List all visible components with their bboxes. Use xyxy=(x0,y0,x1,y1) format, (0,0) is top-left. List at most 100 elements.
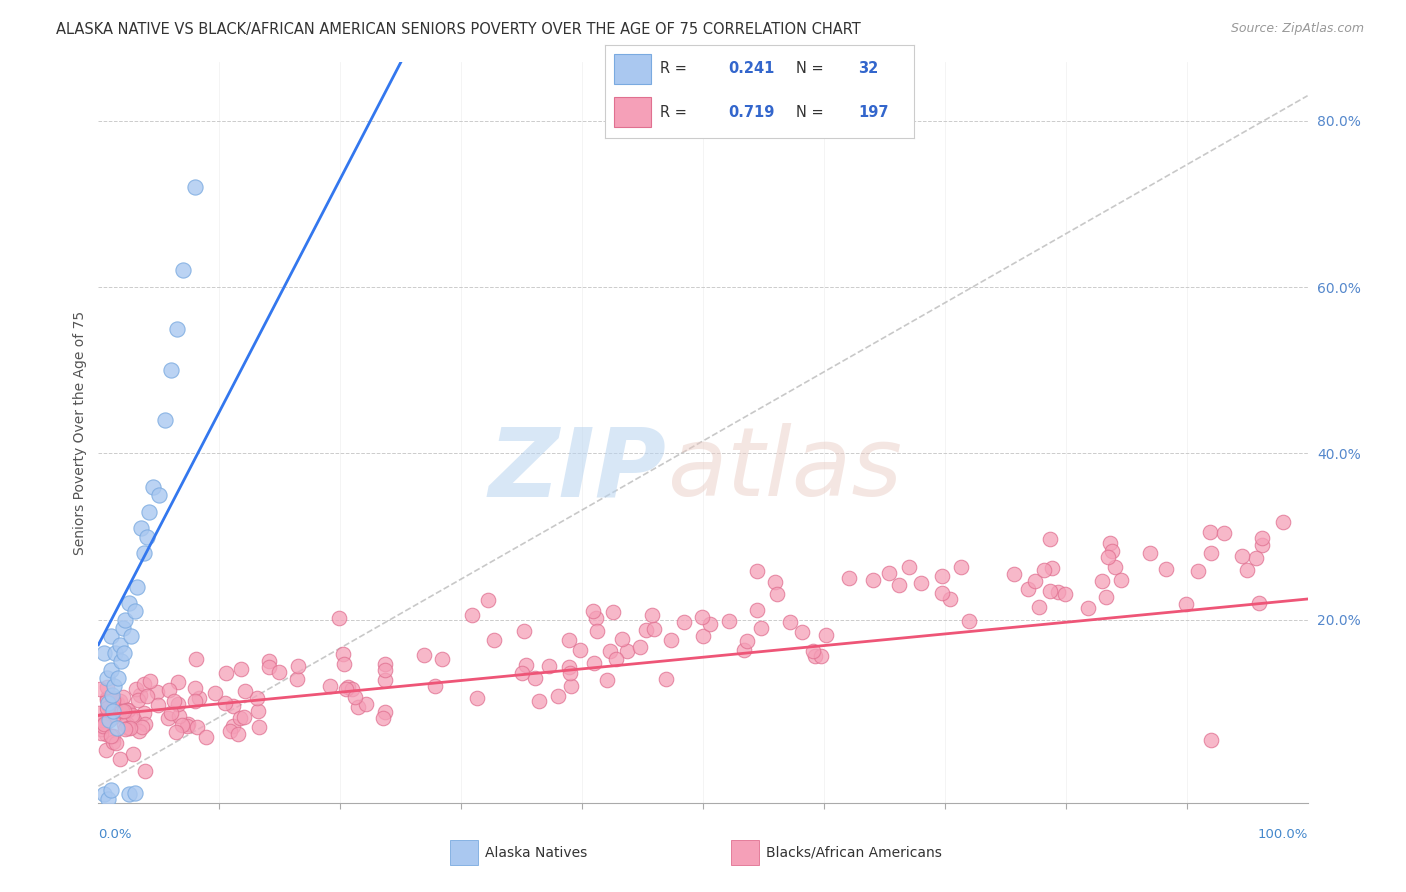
Point xyxy=(460,607,482,622)
Point xyxy=(249,720,271,734)
Point xyxy=(838,571,860,585)
Point xyxy=(1017,582,1039,596)
Point xyxy=(184,681,207,695)
Point xyxy=(166,321,188,335)
Point xyxy=(118,788,141,802)
Point xyxy=(1101,543,1123,558)
Point xyxy=(779,615,801,629)
Point xyxy=(747,564,769,578)
Point xyxy=(153,413,176,427)
Point xyxy=(1109,574,1132,588)
Point xyxy=(146,684,169,698)
Point xyxy=(801,644,824,658)
Point xyxy=(89,706,111,720)
Point xyxy=(222,699,245,714)
Point xyxy=(129,521,152,535)
Point xyxy=(139,673,162,688)
Point xyxy=(93,788,115,802)
Point xyxy=(1198,524,1220,539)
Point xyxy=(1040,561,1063,575)
Point xyxy=(751,621,773,635)
Point xyxy=(118,596,141,610)
Point xyxy=(233,683,256,698)
Point xyxy=(90,713,112,727)
Text: R =: R = xyxy=(661,104,692,120)
Point xyxy=(1033,563,1056,577)
Text: R =: R = xyxy=(661,62,692,77)
Point xyxy=(100,663,122,677)
Point xyxy=(333,657,356,672)
Point xyxy=(93,716,115,731)
Point xyxy=(121,747,143,761)
Point xyxy=(167,698,190,712)
Point xyxy=(94,727,117,741)
Point xyxy=(103,679,125,693)
Point xyxy=(94,743,117,757)
Point xyxy=(804,649,827,664)
Point xyxy=(110,654,132,668)
Text: ALASKA NATIVE VS BLACK/AFRICAN AMERICAN SENIORS POVERTY OVER THE AGE OF 75 CORRE: ALASKA NATIVE VS BLACK/AFRICAN AMERICAN … xyxy=(56,22,860,37)
Text: N =: N = xyxy=(796,62,828,77)
Point xyxy=(616,644,638,658)
Point xyxy=(257,660,280,674)
Point xyxy=(169,709,191,723)
Point xyxy=(97,714,120,728)
Point xyxy=(513,624,536,638)
Point xyxy=(101,691,124,706)
Point xyxy=(547,690,569,704)
Point xyxy=(136,689,159,703)
Point xyxy=(166,675,188,690)
Point xyxy=(792,625,814,640)
Point xyxy=(1187,564,1209,578)
Point xyxy=(97,791,120,805)
Point xyxy=(157,683,180,698)
Point xyxy=(122,713,145,727)
Point xyxy=(121,708,143,723)
Point xyxy=(634,624,657,638)
Point xyxy=(1077,601,1099,615)
Point xyxy=(184,694,207,708)
Point xyxy=(1251,538,1274,552)
Point xyxy=(585,611,607,625)
Text: 0.0%: 0.0% xyxy=(98,828,132,840)
Point xyxy=(142,480,165,494)
Point xyxy=(1094,590,1116,604)
Point xyxy=(1024,574,1046,588)
Point xyxy=(482,632,505,647)
Text: 0.241: 0.241 xyxy=(728,62,775,77)
Point xyxy=(96,680,118,694)
Point xyxy=(160,363,183,377)
Point xyxy=(1053,587,1076,601)
Point xyxy=(267,665,290,679)
Text: Source: ZipAtlas.com: Source: ZipAtlas.com xyxy=(1230,22,1364,36)
Point xyxy=(673,615,696,630)
Point xyxy=(1091,574,1114,589)
Point xyxy=(510,665,533,680)
Point xyxy=(186,652,208,666)
Point xyxy=(344,690,367,704)
Point xyxy=(931,586,953,600)
Point xyxy=(117,703,139,717)
Point xyxy=(98,713,121,727)
Point xyxy=(628,640,651,654)
Point xyxy=(538,658,561,673)
Point xyxy=(90,726,112,740)
Point xyxy=(112,646,135,660)
Point xyxy=(124,605,146,619)
Point xyxy=(112,690,135,704)
Point xyxy=(89,681,111,696)
Point xyxy=(342,681,364,696)
Point xyxy=(692,629,714,643)
Point xyxy=(582,604,605,618)
Point xyxy=(115,703,138,717)
Point xyxy=(1250,531,1272,545)
Point xyxy=(96,671,118,685)
Point xyxy=(120,629,142,643)
Point xyxy=(558,633,581,648)
Point xyxy=(96,692,118,706)
Point xyxy=(558,660,581,674)
Point xyxy=(96,701,118,715)
Point xyxy=(101,734,124,748)
Point xyxy=(247,704,270,718)
Point xyxy=(114,613,136,627)
